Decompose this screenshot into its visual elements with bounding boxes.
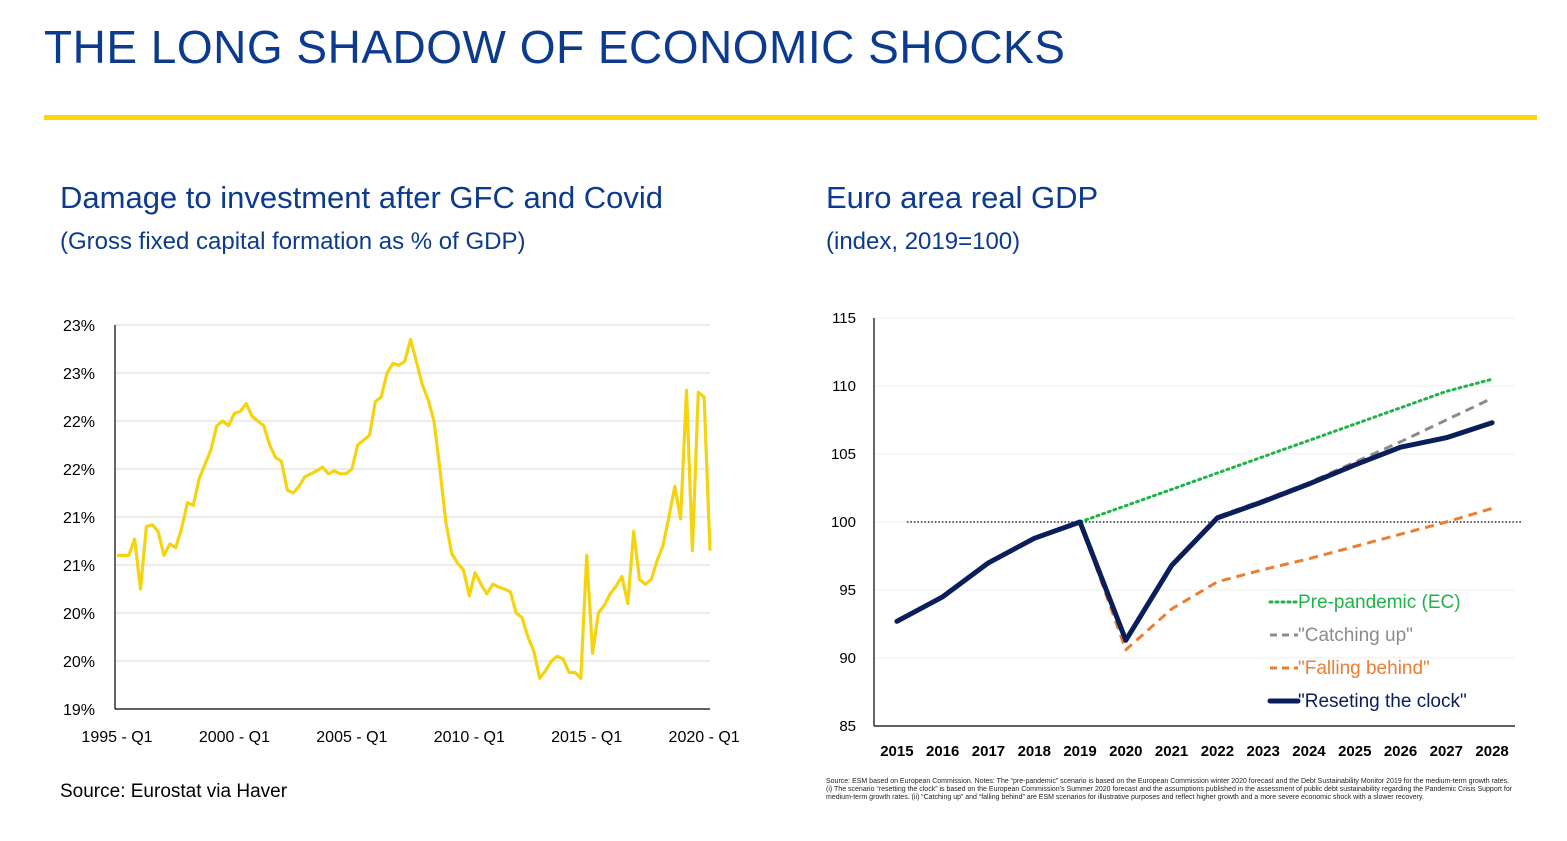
- left-chart-source: Source: Eurostat via Haver: [60, 781, 288, 802]
- legend-label: "Catching up": [1298, 625, 1413, 646]
- x-tick-label: 2023: [1246, 743, 1279, 760]
- series-line-3: [1078, 506, 1493, 652]
- x-tick-label: 2024: [1292, 743, 1326, 760]
- x-tick-label: 2017: [972, 743, 1005, 760]
- y-tick-label: 21%: [63, 510, 95, 527]
- x-tick-label: 2020 - Q1: [669, 729, 740, 746]
- x-tick-label: 2028: [1475, 743, 1508, 760]
- x-tick-label: 2005 - Q1: [316, 729, 387, 746]
- legend-label: "Reseting the clock": [1298, 691, 1467, 712]
- y-tick-label: 85: [839, 718, 856, 735]
- y-tick-label: 105: [831, 446, 856, 463]
- x-tick-label: 2015 - Q1: [551, 729, 622, 746]
- legend-label: Pre-pandemic (EC): [1298, 592, 1461, 613]
- x-tick-label: 2026: [1384, 743, 1417, 760]
- x-tick-label: 2019: [1063, 743, 1096, 760]
- y-tick-label: 20%: [63, 654, 95, 671]
- y-tick-label: 90: [839, 650, 856, 667]
- y-tick-label: 110: [832, 378, 856, 395]
- investment-chart: 19% 20% 20% 21% 21% 22% 22% 23% 23% 1995 - Q1 2000…: [63, 318, 740, 746]
- x-tick-label: 2021: [1155, 743, 1188, 760]
- series-line-1: [1078, 377, 1494, 524]
- x-tick-label: 2015: [880, 743, 913, 760]
- y-tick-label: 21%: [63, 558, 95, 575]
- page-title: THE LONG SHADOW OF ECONOMIC SHOCKS: [44, 21, 1066, 73]
- investment-series-line: [117, 337, 712, 680]
- series-line-4: [894, 420, 1495, 643]
- y-tick-label: 20%: [63, 606, 95, 623]
- y-tick-label: 22%: [63, 462, 95, 479]
- x-tick-label: 2020: [1109, 743, 1142, 760]
- y-tick-label: 23%: [63, 318, 95, 335]
- title-underline: [44, 115, 1537, 120]
- legend-label: "Falling behind": [1298, 658, 1430, 679]
- y-tick-label: 95: [839, 582, 856, 599]
- y-tick-label: 100: [831, 514, 856, 531]
- right-chart-source-note: Source: ESM based on European Commission…: [826, 778, 1513, 801]
- right-chart-title: Euro area real GDP: [826, 180, 1099, 215]
- right-chart-subtitle: (index, 2019=100): [826, 228, 1021, 255]
- gdp-chart: 85 90 95 100 105 110 115 2015 2016 2017 2018 2019 20…: [831, 310, 1523, 760]
- left-chart-subtitle: (Gross fixed capital formation as % of G…: [60, 228, 526, 255]
- x-tick-label: 2000 - Q1: [199, 729, 270, 746]
- y-tick-label: 22%: [63, 414, 95, 431]
- x-tick-label: 2016: [926, 743, 959, 760]
- left-chart-title: Damage to investment after GFC and Covid: [60, 180, 664, 215]
- y-tick-label: 23%: [63, 366, 95, 383]
- series-line-2: [1216, 396, 1493, 519]
- x-tick-label: 2027: [1430, 743, 1463, 760]
- x-tick-label: 2025: [1338, 743, 1371, 760]
- y-tick-label: 115: [832, 310, 856, 327]
- x-tick-label: 2018: [1018, 743, 1051, 760]
- y-tick-label: 19%: [63, 702, 95, 719]
- x-tick-label: 1995 - Q1: [81, 729, 152, 746]
- x-tick-label: 2010 - Q1: [434, 729, 505, 746]
- x-tick-label: 2022: [1201, 743, 1234, 760]
